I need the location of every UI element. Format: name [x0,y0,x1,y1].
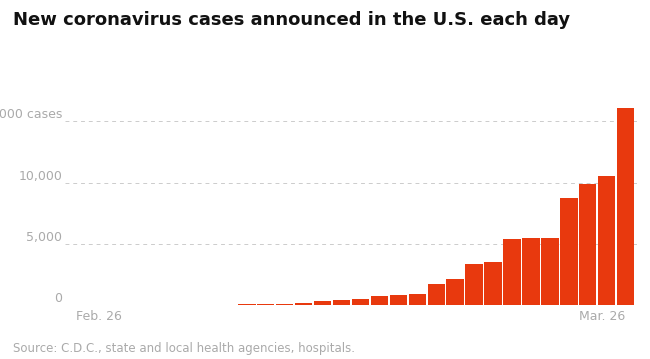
Bar [352,299,369,305]
Text: Source: C.D.C., state and local health agencies, hospitals.: Source: C.D.C., state and local health a… [13,342,355,355]
Text: New coronavirus cases announced in the U.S. each day: New coronavirus cases announced in the U… [13,11,570,29]
Bar [370,295,388,305]
Bar [389,295,407,305]
Bar [409,294,426,305]
Bar [447,279,464,305]
Bar [541,238,558,305]
Bar [503,239,521,305]
Bar [257,304,274,305]
Bar [333,300,350,305]
Bar [560,197,578,305]
Bar [219,304,237,305]
Bar [579,184,597,305]
Bar [314,302,332,305]
Bar [598,176,616,305]
Bar [522,238,540,305]
Bar [238,304,255,305]
Bar [295,303,313,305]
Bar [484,262,502,305]
Bar [465,264,483,305]
Bar [276,304,293,305]
Bar [617,108,634,305]
Bar [428,284,445,305]
